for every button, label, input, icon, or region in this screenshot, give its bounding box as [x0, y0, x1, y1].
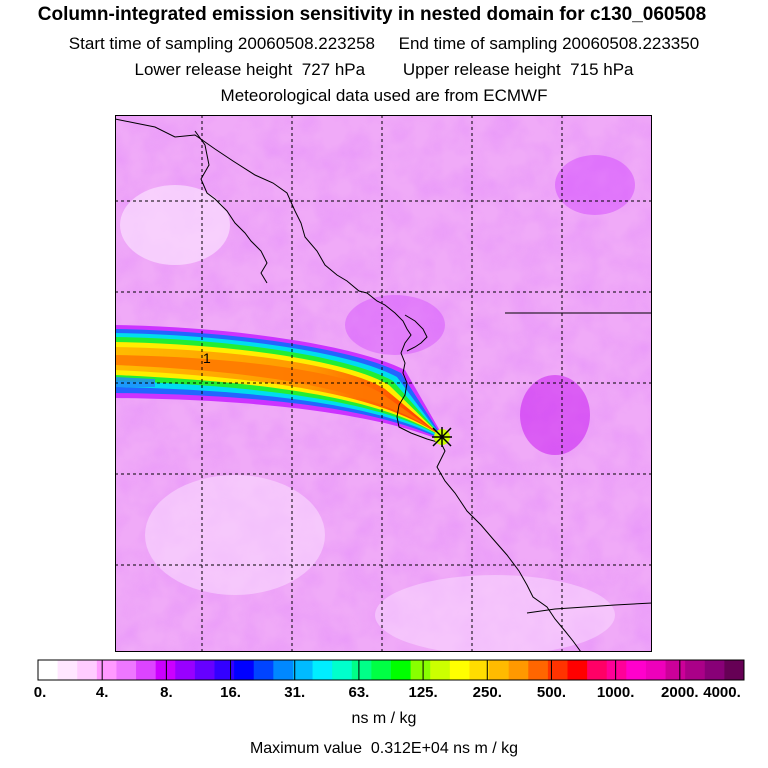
- color-scale-tick-label: 4000.: [703, 684, 741, 701]
- met-data-line: Meteorological data used are from ECMWF: [220, 86, 548, 105]
- color-scale-cell: [371, 660, 392, 680]
- color-scale-cell: [234, 660, 255, 680]
- color-scale-cell: [567, 660, 588, 680]
- color-scale-cell: [253, 660, 274, 680]
- map-frame: [115, 115, 652, 652]
- color-scale-tick-label: 8.: [160, 684, 173, 701]
- color-scale-cell: [194, 660, 215, 680]
- coastline: [115, 118, 582, 652]
- coastline-lower: [526, 602, 652, 614]
- color-scale-cell: [489, 660, 510, 680]
- color-scale-cell: [508, 660, 529, 680]
- color-scale-cell: [547, 660, 568, 680]
- high-sensitivity-patch: [555, 155, 635, 215]
- release-height-line: Lower release height 727 hPa Upper relea…: [134, 60, 634, 79]
- color-scale-tick-label: 31.: [284, 684, 306, 701]
- color-scale-tick-label: 125.: [408, 684, 438, 701]
- color-scale-cell: [351, 660, 372, 680]
- map-title: Column-integrated emission sensitivity i…: [37, 4, 707, 25]
- color-scale-cell: [292, 660, 314, 680]
- maximum-value-text: Maximum value 0.312E+04 ns m / kg: [249, 740, 519, 757]
- color-scale-tick-label: 63.: [348, 684, 370, 701]
- sampling-time-line: Start time of sampling 20060508.223258 E…: [68, 34, 700, 53]
- color-scale-cell: [96, 660, 117, 680]
- color-scale-cell: [685, 660, 706, 680]
- color-scale-tick-label: 250.: [472, 684, 502, 701]
- sensitivity-map: 1: [115, 115, 652, 652]
- color-scale-cell: [704, 660, 725, 680]
- color-scale-cell: [175, 660, 196, 680]
- color-scale-cell: [136, 660, 157, 680]
- release-point-marker: [432, 427, 452, 447]
- color-scale-cell: [528, 660, 549, 680]
- coastline-inlet: [404, 314, 428, 352]
- plume-label: 1: [203, 350, 211, 366]
- color-scale-tick-label: 16.: [220, 684, 241, 701]
- color-scale-cell: [645, 660, 667, 680]
- color-scale-cell: [214, 660, 235, 680]
- color-scale-cell: [665, 660, 686, 680]
- color-scale-cell: [449, 660, 470, 680]
- color-scale-cell: [273, 660, 294, 680]
- low-sensitivity-patch: [145, 475, 325, 595]
- color-scale-cell: [77, 660, 98, 680]
- color-scale-tick-label: 500.: [536, 684, 567, 701]
- color-scale-frame: [37, 659, 745, 681]
- baja-coastline: [194, 130, 268, 284]
- color-scale-cell: [312, 660, 333, 680]
- color-scale-cell: [332, 660, 353, 680]
- high-sensitivity-patch: [520, 375, 590, 455]
- color-scale-tick-label: 1000.: [596, 684, 635, 701]
- color-scale-unit: ns m / kg: [351, 710, 417, 727]
- plume-band-left-blue: [115, 377, 155, 387]
- color-scale: [37, 659, 745, 681]
- color-scale-cell: [587, 660, 608, 680]
- color-scale-cell: [155, 660, 176, 680]
- color-scale-cell: [724, 660, 745, 680]
- color-scale-cell: [410, 660, 431, 680]
- color-scale-cell: [38, 660, 59, 680]
- low-sensitivity-patch: [375, 575, 615, 652]
- plume-band-core: [115, 355, 439, 434]
- color-scale-cell: [606, 660, 627, 680]
- high-sensitivity-patch: [345, 295, 445, 355]
- color-scale-tick-label: 2000.: [661, 684, 699, 701]
- color-scale-tick-label: 4.: [95, 684, 109, 701]
- color-scale-cell: [391, 660, 412, 680]
- color-scale-cell: [430, 660, 451, 680]
- color-scale-cell: [116, 660, 137, 680]
- color-scale-cell: [469, 660, 490, 680]
- low-sensitivity-patch: [120, 185, 230, 265]
- color-scale-tick-label: 0.: [33, 684, 47, 701]
- color-scale-cell: [57, 660, 78, 680]
- color-scale-cell: [626, 660, 647, 680]
